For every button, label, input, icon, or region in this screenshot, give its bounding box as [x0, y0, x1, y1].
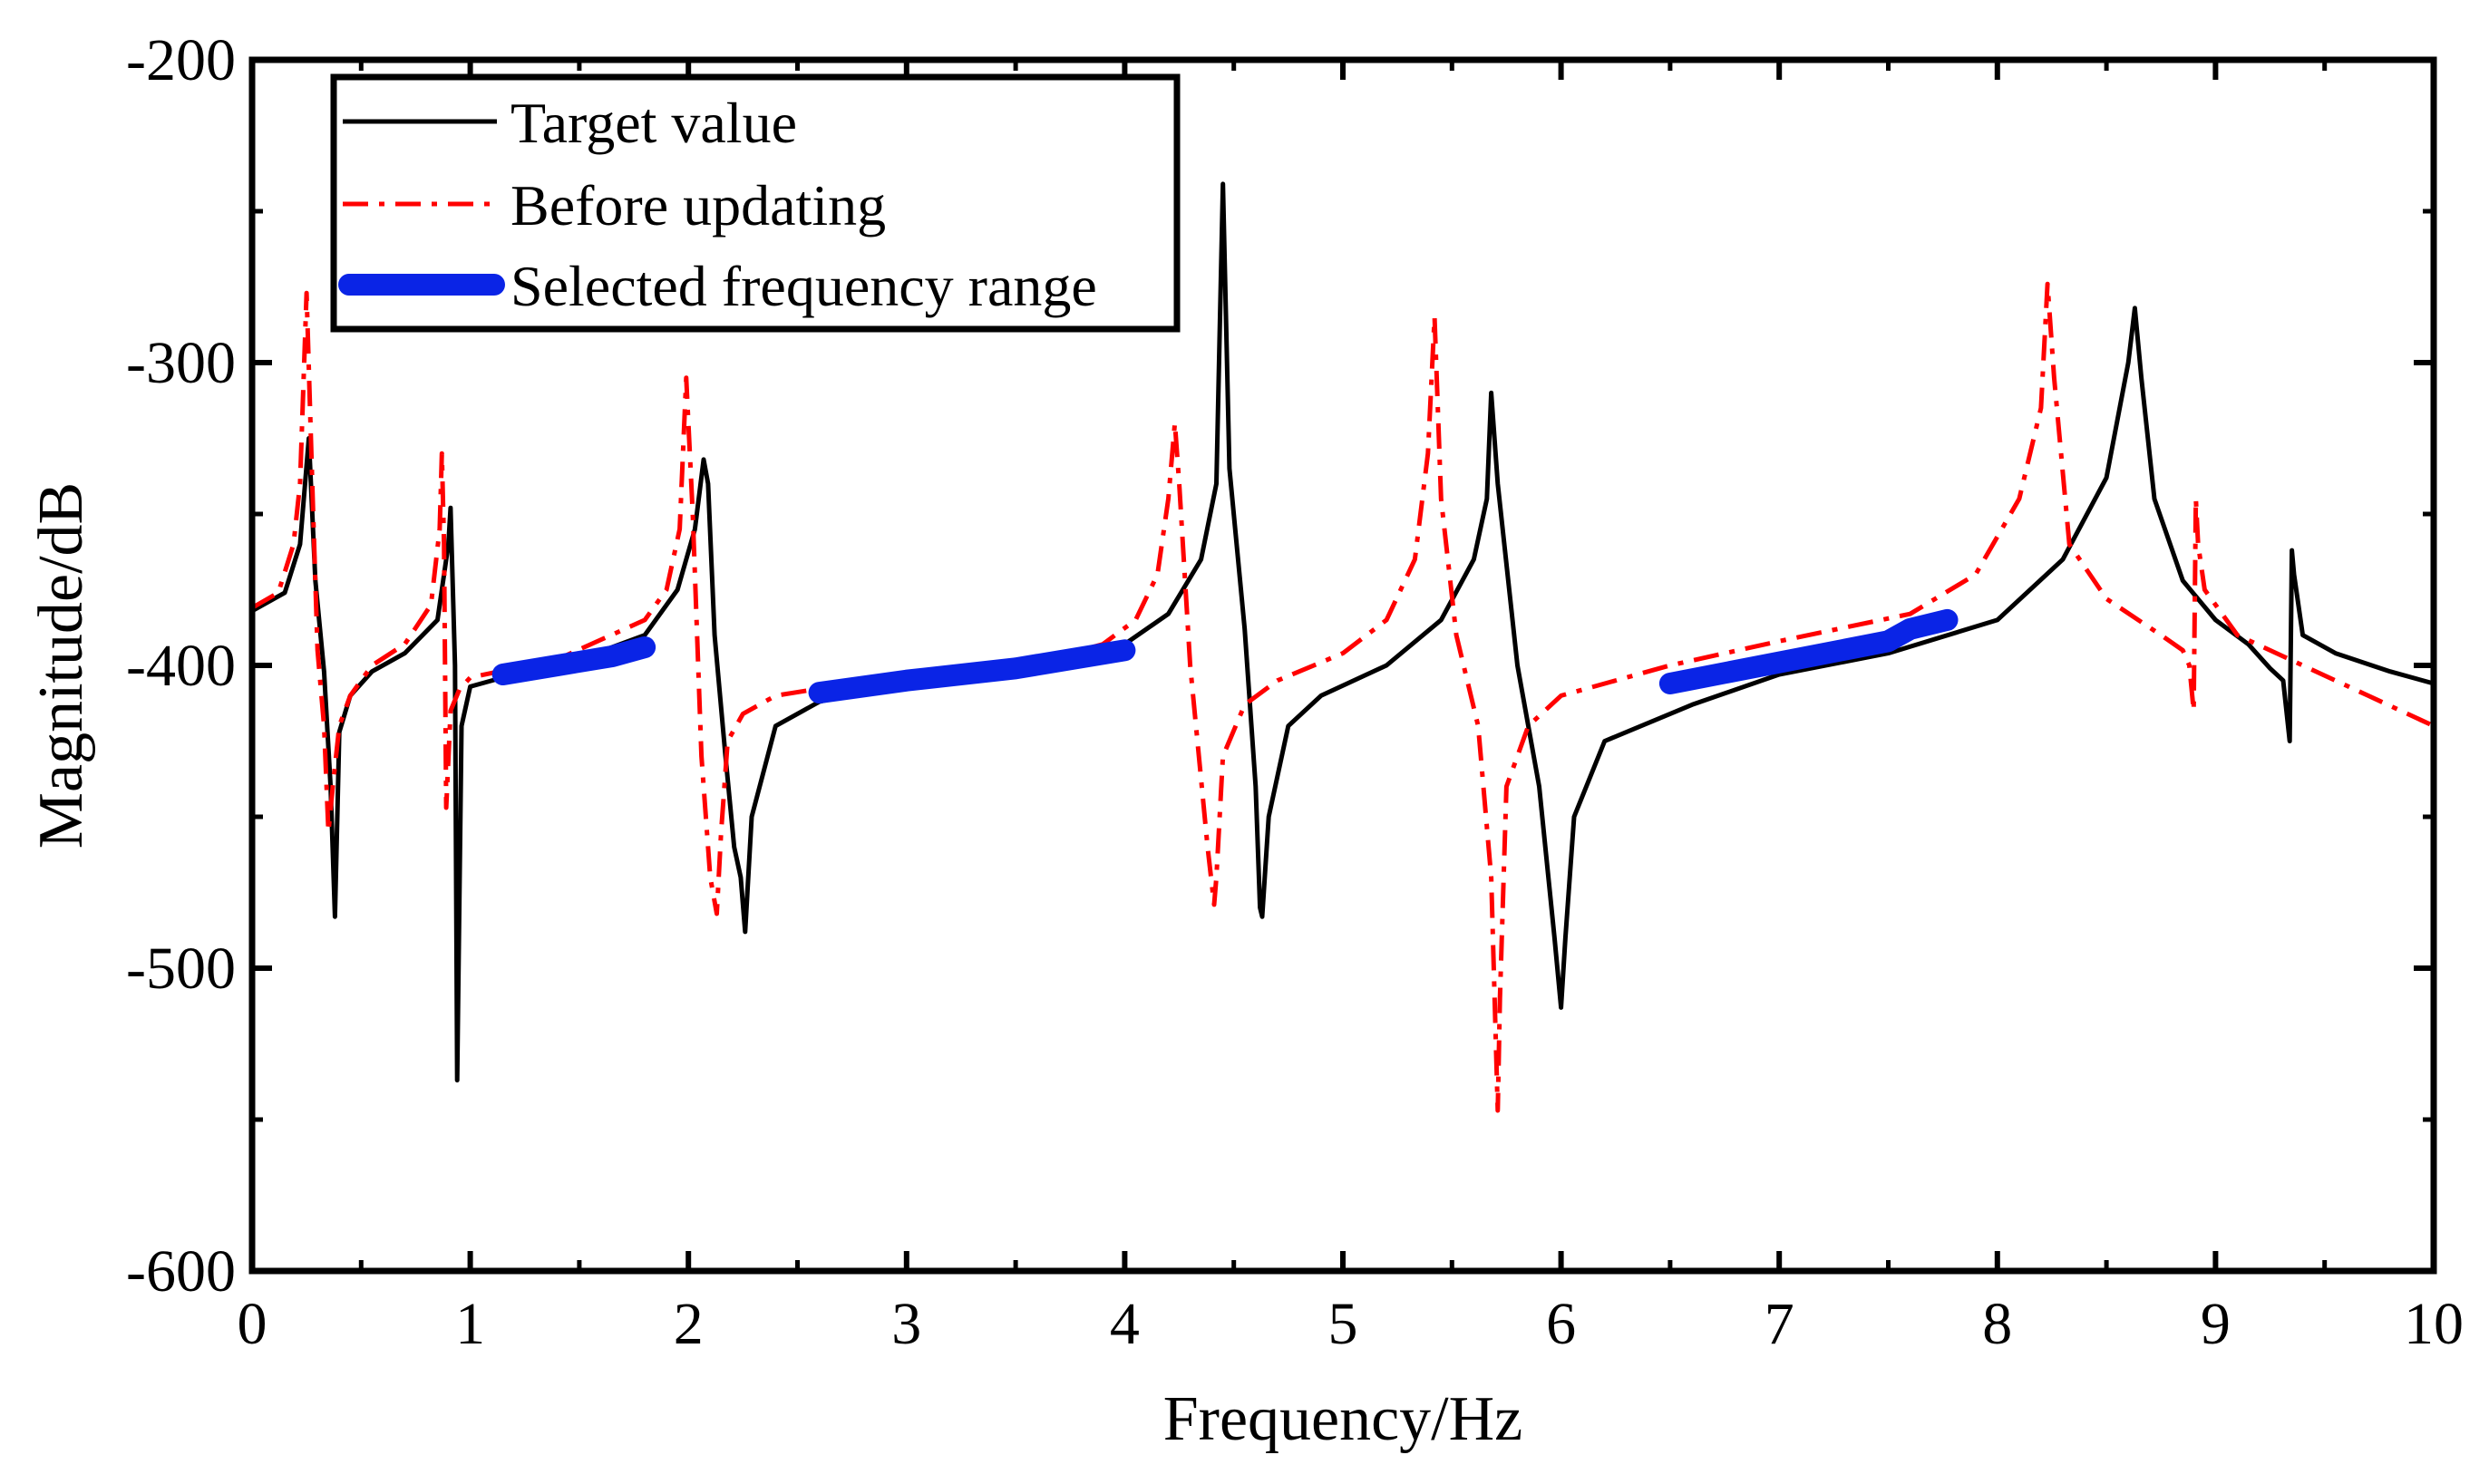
x-tick-label-8: 8 — [1982, 1291, 2012, 1357]
x-tick-label-9: 9 — [2201, 1291, 2231, 1357]
x-tick-label-10: 10 — [2404, 1291, 2464, 1357]
y-axis-label: Magnitude/dB — [26, 482, 96, 849]
selected-range-segment-1 — [491, 636, 656, 685]
selected-range-segment-3 — [1658, 608, 1959, 694]
x-axis-label: Frequency/Hz — [1163, 1384, 1523, 1454]
x-tick-label-7: 7 — [1765, 1291, 1794, 1357]
legend: Target value Before updating Selected fr… — [330, 73, 1181, 333]
x-tick-label-1: 1 — [455, 1291, 485, 1357]
x-tick-label-3: 3 — [891, 1291, 921, 1357]
x-axis: 0 1 2 3 4 5 6 7 8 9 10 — [238, 60, 2464, 1357]
legend-label-selected: Selected frequency range — [510, 254, 1097, 318]
y-tick-label--200: -200 — [126, 27, 236, 93]
legend-label-target: Target value — [510, 91, 797, 155]
x-tick-label-4: 4 — [1110, 1291, 1140, 1357]
selected-range-segment-2 — [808, 639, 1136, 704]
x-tick-label-0: 0 — [238, 1291, 267, 1357]
y-tick-label--400: -400 — [126, 633, 236, 699]
y-axis: -200 -300 -400 -500 -600 — [126, 27, 2434, 1305]
x-tick-label-6: 6 — [1546, 1291, 1576, 1357]
y-tick-label--300: -300 — [126, 330, 236, 396]
legend-label-before: Before updating — [510, 173, 886, 238]
x-tick-label-2: 2 — [674, 1291, 704, 1357]
y-tick-label--500: -500 — [126, 936, 236, 1002]
plot-layer — [250, 181, 2436, 1113]
x-tick-label-5: 5 — [1328, 1291, 1358, 1357]
series-before-updating — [250, 281, 2436, 1113]
y-tick-label--600: -600 — [126, 1238, 236, 1305]
series-target-value — [250, 181, 2435, 1083]
